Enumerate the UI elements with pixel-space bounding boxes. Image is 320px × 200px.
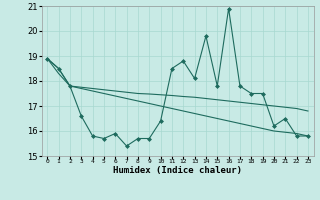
- X-axis label: Humidex (Indice chaleur): Humidex (Indice chaleur): [113, 166, 242, 175]
